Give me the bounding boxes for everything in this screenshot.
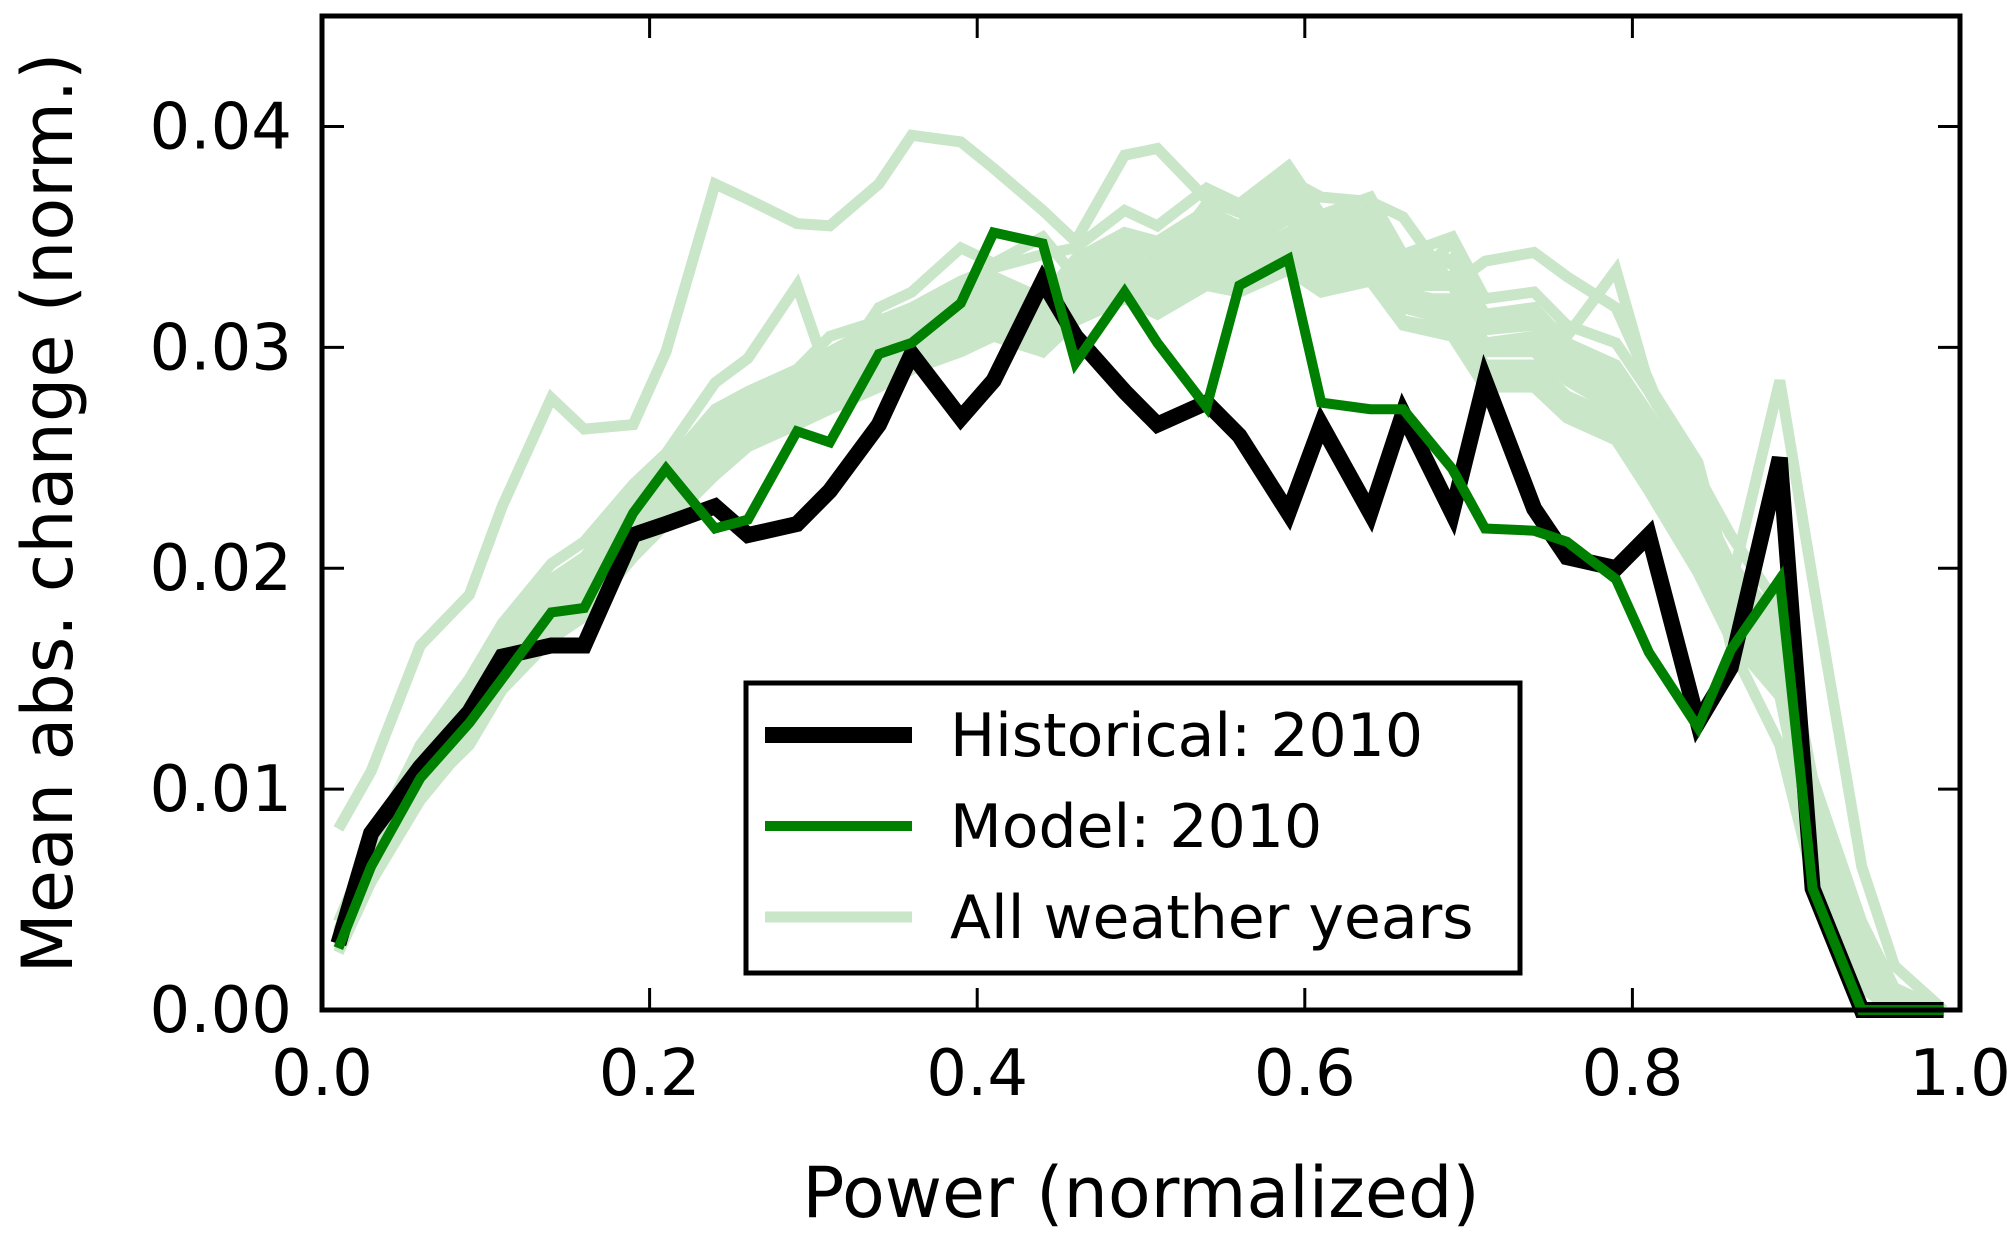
y-tick-label: 0.04 bbox=[150, 90, 293, 164]
y-tick-label: 0.02 bbox=[150, 532, 293, 606]
x-tick-label: 1.0 bbox=[1909, 1037, 2007, 1111]
legend-label-all-weather-years: All weather years bbox=[950, 883, 1474, 953]
legend-label-model: Model: 2010 bbox=[950, 792, 1322, 862]
x-tick-label: 0.8 bbox=[1582, 1037, 1684, 1111]
y-axis-label: Mean abs. change (norm.) bbox=[7, 53, 89, 974]
plot-frame bbox=[319, 13, 1963, 1013]
weather-year-line-14 bbox=[333, 190, 1944, 1016]
y-tick-label: 0.03 bbox=[150, 311, 293, 385]
legend: Historical: 2010 Model: 2010 All weather… bbox=[743, 680, 1523, 976]
x-tick-label: 0.4 bbox=[926, 1037, 1028, 1111]
x-tick-label: 0.6 bbox=[1254, 1037, 1356, 1111]
legend-label-historical: Historical: 2010 bbox=[950, 701, 1423, 771]
main-series-layer bbox=[330, 226, 1944, 1018]
x-tick-label: 0.0 bbox=[271, 1037, 373, 1111]
ticks-layer: 0.0 0.2 0.4 0.6 0.8 1.0 0.00 0.01 0.02 0.03 0.04 bbox=[150, 16, 2007, 1111]
y-tick-label: 0.01 bbox=[150, 753, 293, 827]
x-tick-label: 0.2 bbox=[599, 1037, 701, 1111]
y-tick-label: 0.00 bbox=[150, 974, 293, 1048]
historical-2010-line bbox=[330, 264, 1944, 1018]
x-axis-label: Power (normalized) bbox=[802, 1152, 1479, 1234]
model-2010-line bbox=[333, 226, 1944, 1015]
weather-year-line-12 bbox=[333, 196, 1944, 1016]
